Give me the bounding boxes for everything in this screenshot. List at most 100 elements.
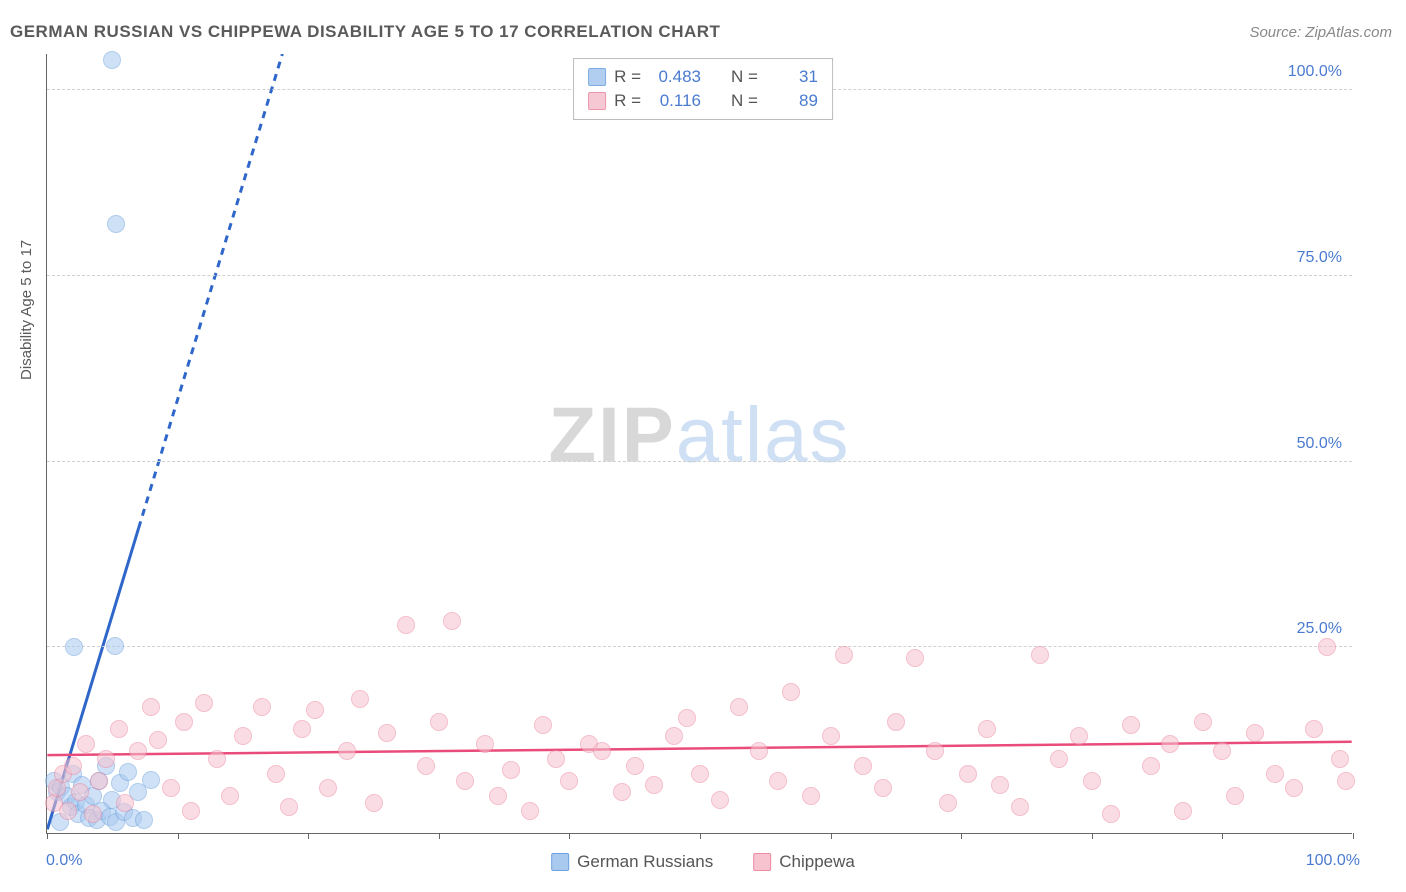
gridline [47, 275, 1352, 276]
data-point [560, 772, 578, 790]
y-tick-label: 100.0% [1288, 63, 1342, 81]
x-tick [308, 833, 309, 839]
data-point [1122, 716, 1140, 734]
data-point [1226, 787, 1244, 805]
data-point [221, 787, 239, 805]
data-point [267, 765, 285, 783]
data-point [430, 713, 448, 731]
data-point [1070, 727, 1088, 745]
data-point [1285, 779, 1303, 797]
data-point [476, 735, 494, 753]
x-axis-min-label: 0.0% [46, 852, 82, 870]
data-point [59, 802, 77, 820]
data-point [978, 720, 996, 738]
data-point [521, 802, 539, 820]
data-point [208, 750, 226, 768]
legend-n-label: N = [731, 67, 758, 87]
data-point [626, 757, 644, 775]
data-point [351, 690, 369, 708]
data-point [71, 783, 89, 801]
data-point [456, 772, 474, 790]
legend-n-value: 89 [766, 91, 818, 111]
y-tick-label: 25.0% [1297, 620, 1342, 638]
x-tick [700, 833, 701, 839]
data-point [319, 779, 337, 797]
data-point [1266, 765, 1284, 783]
data-point [678, 709, 696, 727]
data-point [959, 765, 977, 783]
legend-n-label: N = [731, 91, 758, 111]
data-point [253, 698, 271, 716]
data-point [1331, 750, 1349, 768]
data-point [116, 794, 134, 812]
data-point [97, 750, 115, 768]
legend-n-value: 31 [766, 67, 818, 87]
data-point [175, 713, 193, 731]
data-point [730, 698, 748, 716]
correlation-legend-row: R =0.483N =31 [588, 65, 818, 89]
data-point [645, 776, 663, 794]
data-point [443, 612, 461, 630]
data-point [665, 727, 683, 745]
data-point [854, 757, 872, 775]
data-point [1083, 772, 1101, 790]
x-tick [1092, 833, 1093, 839]
data-point [142, 771, 160, 789]
data-point [1161, 735, 1179, 753]
data-point [1174, 802, 1192, 820]
data-point [293, 720, 311, 738]
data-point [182, 802, 200, 820]
x-tick [439, 833, 440, 839]
legend-r-value: 0.116 [649, 91, 701, 111]
x-tick [1222, 833, 1223, 839]
data-point [802, 787, 820, 805]
data-point [149, 731, 167, 749]
data-point [378, 724, 396, 742]
x-tick [569, 833, 570, 839]
y-tick-label: 75.0% [1297, 249, 1342, 267]
x-tick [831, 833, 832, 839]
data-point [534, 716, 552, 734]
data-point [991, 776, 1009, 794]
data-point [162, 779, 180, 797]
data-point [1246, 724, 1264, 742]
data-point [1102, 805, 1120, 823]
data-point [64, 757, 82, 775]
data-point [110, 720, 128, 738]
data-point [306, 701, 324, 719]
data-point [338, 742, 356, 760]
data-point [84, 805, 102, 823]
correlation-legend-row: R =0.116N =89 [588, 89, 818, 113]
legend-swatch [588, 92, 606, 110]
series-legend-label: Chippewa [779, 852, 855, 872]
trend-lines-layer [47, 54, 1352, 833]
x-axis-max-label: 100.0% [1306, 852, 1360, 870]
chart-title: GERMAN RUSSIAN VS CHIPPEWA DISABILITY AG… [10, 22, 720, 42]
data-point [906, 649, 924, 667]
data-point [77, 735, 95, 753]
correlation-legend: R =0.483N =31R =0.116N =89 [573, 58, 833, 120]
data-point [547, 750, 565, 768]
data-point [90, 772, 108, 790]
source-attribution: Source: ZipAtlas.com [1249, 24, 1392, 41]
trend-line [139, 54, 283, 528]
data-point [887, 713, 905, 731]
data-point [103, 51, 121, 69]
legend-swatch [551, 853, 569, 871]
data-point [750, 742, 768, 760]
watermark-atlas: atlas [676, 390, 851, 478]
data-point [939, 794, 957, 812]
data-point [1050, 750, 1068, 768]
data-point [613, 783, 631, 801]
data-point [119, 763, 137, 781]
data-point [926, 742, 944, 760]
data-point [1142, 757, 1160, 775]
x-tick [961, 833, 962, 839]
data-point [365, 794, 383, 812]
series-legend-item: Chippewa [753, 852, 855, 872]
data-point [1305, 720, 1323, 738]
data-point [65, 638, 83, 656]
watermark: ZIPatlas [548, 389, 850, 480]
plot-area: ZIPatlas 25.0%50.0%75.0%100.0% [46, 54, 1352, 834]
legend-r-label: R = [614, 67, 641, 87]
